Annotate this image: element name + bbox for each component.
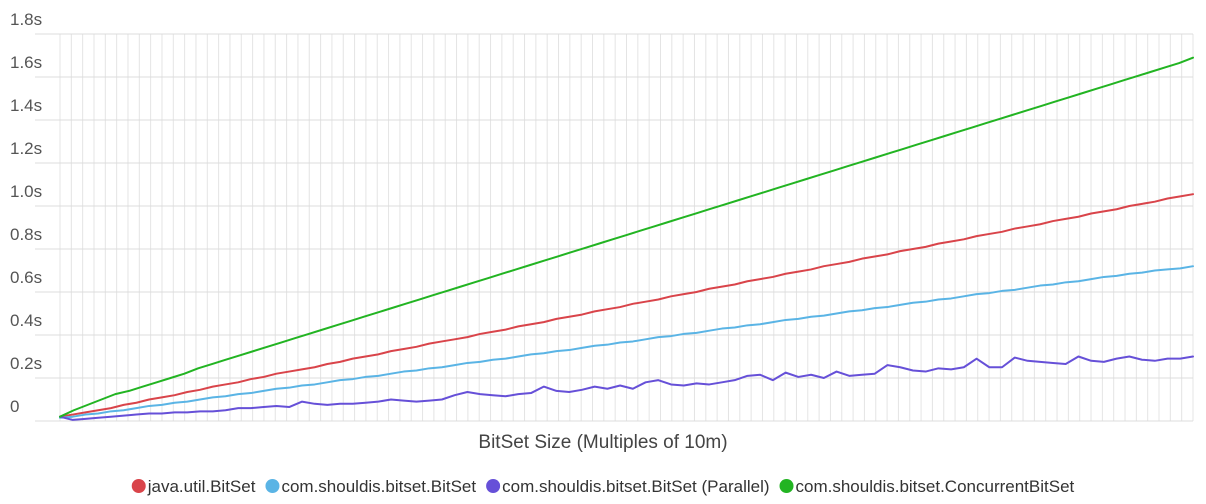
legend[interactable]: java.util.BitSet com.shouldis.bitset.BitS… [131,477,1075,496]
y-tick-label: 1.6s [10,53,42,72]
y-tick-label: 0.2s [10,354,42,373]
y-tick-label: 1.2s [10,139,42,158]
grid [35,33,1194,422]
legend-marker [486,479,501,493]
y-tick-label: 0.6s [10,268,42,287]
legend-item-3[interactable]: com.shouldis.bitset.ConcurrentBitSet [779,477,1075,496]
legend-item-1[interactable]: com.shouldis.bitset.BitSet [265,477,476,496]
series-line-1 [59,265,1194,419]
y-tick-label: 1.8s [10,10,42,29]
x-axis-title: BitSet Size (Multiples of 10m) [478,432,727,453]
y-tick-label: 0.4s [10,311,42,330]
series-line-2 [59,355,1194,421]
y-tick-label: 0.8s [10,225,42,244]
series-line-0 [59,193,1194,418]
legend-marker [779,479,794,493]
series-lines [59,56,1194,421]
legend-label: com.shouldis.bitset.BitSet (Parallel) [502,477,769,496]
legend-label: java.util.BitSet [147,477,256,496]
series-line-3 [59,56,1194,418]
y-axis-ticks: 0 0.2s 0.4s 0.6s 0.8s 1.0s 1.2s 1.4s 1.6s 1.8s [10,10,42,416]
y-tick-label: 1.4s [10,96,42,115]
legend-label: com.shouldis.bitset.ConcurrentBitSet [796,477,1075,496]
legend-marker [265,479,280,493]
legend-label: com.shouldis.bitset.BitSet [281,477,476,496]
legend-item-0[interactable]: java.util.BitSet [131,477,256,496]
y-tick-label: 0 [10,397,19,416]
legend-item-2[interactable]: com.shouldis.bitset.BitSet (Parallel) [486,477,770,496]
legend-marker [131,479,146,493]
y-tick-label: 1.0s [10,182,42,201]
